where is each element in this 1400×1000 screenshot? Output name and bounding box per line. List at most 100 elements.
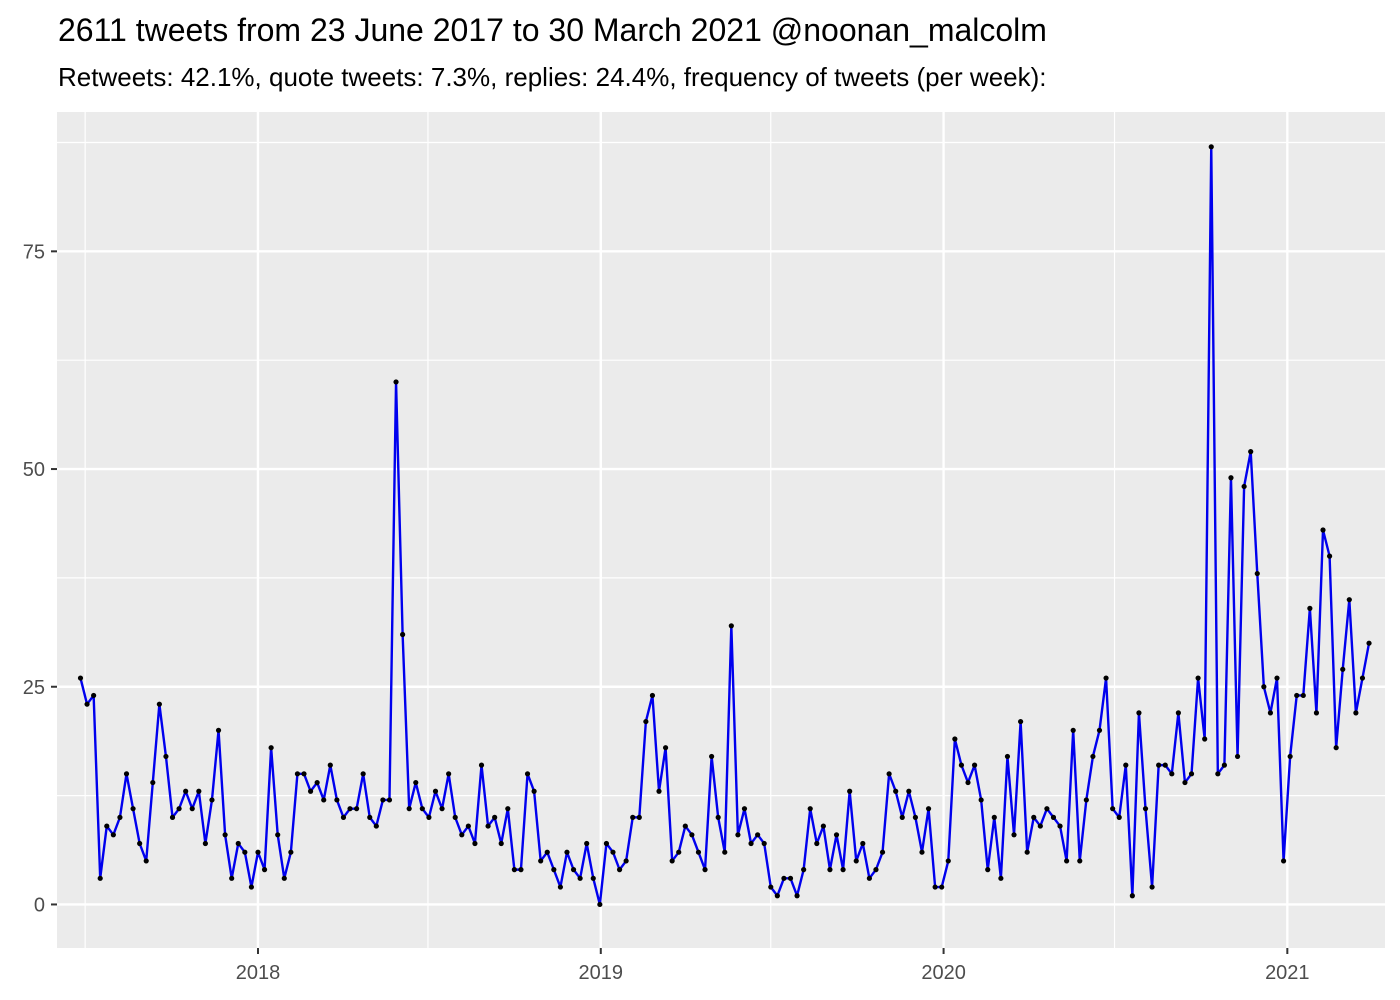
data-point [268, 745, 274, 751]
data-point [196, 788, 202, 794]
data-point [630, 814, 636, 820]
data-point [498, 840, 504, 847]
data-point [1162, 762, 1168, 768]
data-point [939, 884, 945, 890]
data-point [373, 823, 379, 829]
data-point [1044, 806, 1050, 812]
data-point [1274, 675, 1280, 681]
data-point [1156, 762, 1162, 768]
data-point [202, 840, 208, 847]
data-point [281, 875, 287, 881]
data-point [426, 814, 432, 820]
data-point [590, 875, 596, 881]
data-point [1346, 597, 1352, 603]
data-point [728, 623, 734, 629]
data-point [610, 849, 616, 855]
data-point [807, 806, 813, 812]
data-point [518, 867, 524, 873]
data-point [439, 806, 445, 812]
data-point [1169, 771, 1175, 777]
data-point [301, 771, 307, 777]
data-point [354, 806, 360, 812]
data-point [150, 779, 156, 786]
data-point [334, 797, 340, 803]
data-point [91, 692, 97, 699]
data-point [1261, 684, 1267, 690]
data-point [682, 823, 688, 829]
data-point [1248, 449, 1254, 455]
data-point [1254, 570, 1260, 577]
data-point [1083, 797, 1089, 803]
data-point [1018, 718, 1024, 725]
data-point [1004, 753, 1011, 760]
data-point [432, 788, 439, 794]
x-axis: 2018 2019 2020 2021 [236, 948, 1310, 984]
data-point [945, 858, 951, 864]
data-point [1202, 736, 1208, 742]
data-point [183, 788, 189, 794]
data-point [84, 701, 90, 707]
data-point [827, 867, 833, 873]
data-point [893, 788, 899, 794]
data-point [860, 840, 866, 847]
data-point [137, 840, 143, 847]
data-point [801, 867, 807, 873]
data-point [163, 753, 169, 760]
data-point [662, 745, 669, 751]
data-point [143, 858, 149, 864]
data-point [104, 823, 110, 829]
data-point [702, 867, 708, 873]
data-point [1096, 727, 1103, 733]
data-point [531, 788, 537, 794]
data-point [367, 814, 373, 820]
data-point [1149, 884, 1155, 890]
data-point [722, 849, 728, 855]
data-point [1313, 710, 1320, 716]
data-point [853, 858, 859, 864]
data-point [958, 762, 965, 768]
data-point [1070, 727, 1076, 733]
data-point [538, 858, 544, 864]
data-point [235, 840, 241, 847]
data-point [564, 849, 570, 855]
data-point [1188, 771, 1195, 777]
data-point [1228, 475, 1234, 481]
data-point [327, 762, 333, 768]
data-point [985, 867, 991, 873]
data-point [544, 849, 550, 855]
data-point [1090, 753, 1096, 760]
data-point [623, 858, 629, 864]
data-point [570, 867, 577, 873]
data-point [866, 875, 872, 881]
x-tick-label: 2021 [1265, 962, 1310, 984]
data-point [1129, 893, 1135, 899]
data-point [446, 771, 452, 777]
data-point [899, 814, 905, 820]
data-point [288, 849, 294, 855]
data-point [242, 849, 248, 855]
x-tick-label: 2019 [579, 962, 624, 984]
y-tick-label: 50 [23, 459, 45, 481]
data-point [176, 806, 182, 812]
data-point [643, 718, 649, 725]
data-point [1116, 814, 1122, 820]
data-point [130, 806, 136, 812]
data-point [1103, 675, 1109, 681]
data-point [840, 867, 846, 873]
data-point [485, 823, 491, 829]
data-point [478, 762, 485, 768]
data-point [1307, 605, 1313, 611]
data-point [248, 884, 255, 890]
data-point [971, 762, 978, 768]
data-point [616, 867, 623, 873]
data-point [748, 840, 754, 847]
data-point [255, 849, 261, 855]
data-point [465, 823, 471, 829]
data-point [965, 779, 971, 786]
data-point [787, 875, 794, 881]
chart-title: 2611 tweets from 23 June 2017 to 30 Marc… [58, 12, 1047, 48]
data-point [505, 806, 511, 812]
data-point [879, 849, 886, 855]
data-point [229, 875, 235, 881]
